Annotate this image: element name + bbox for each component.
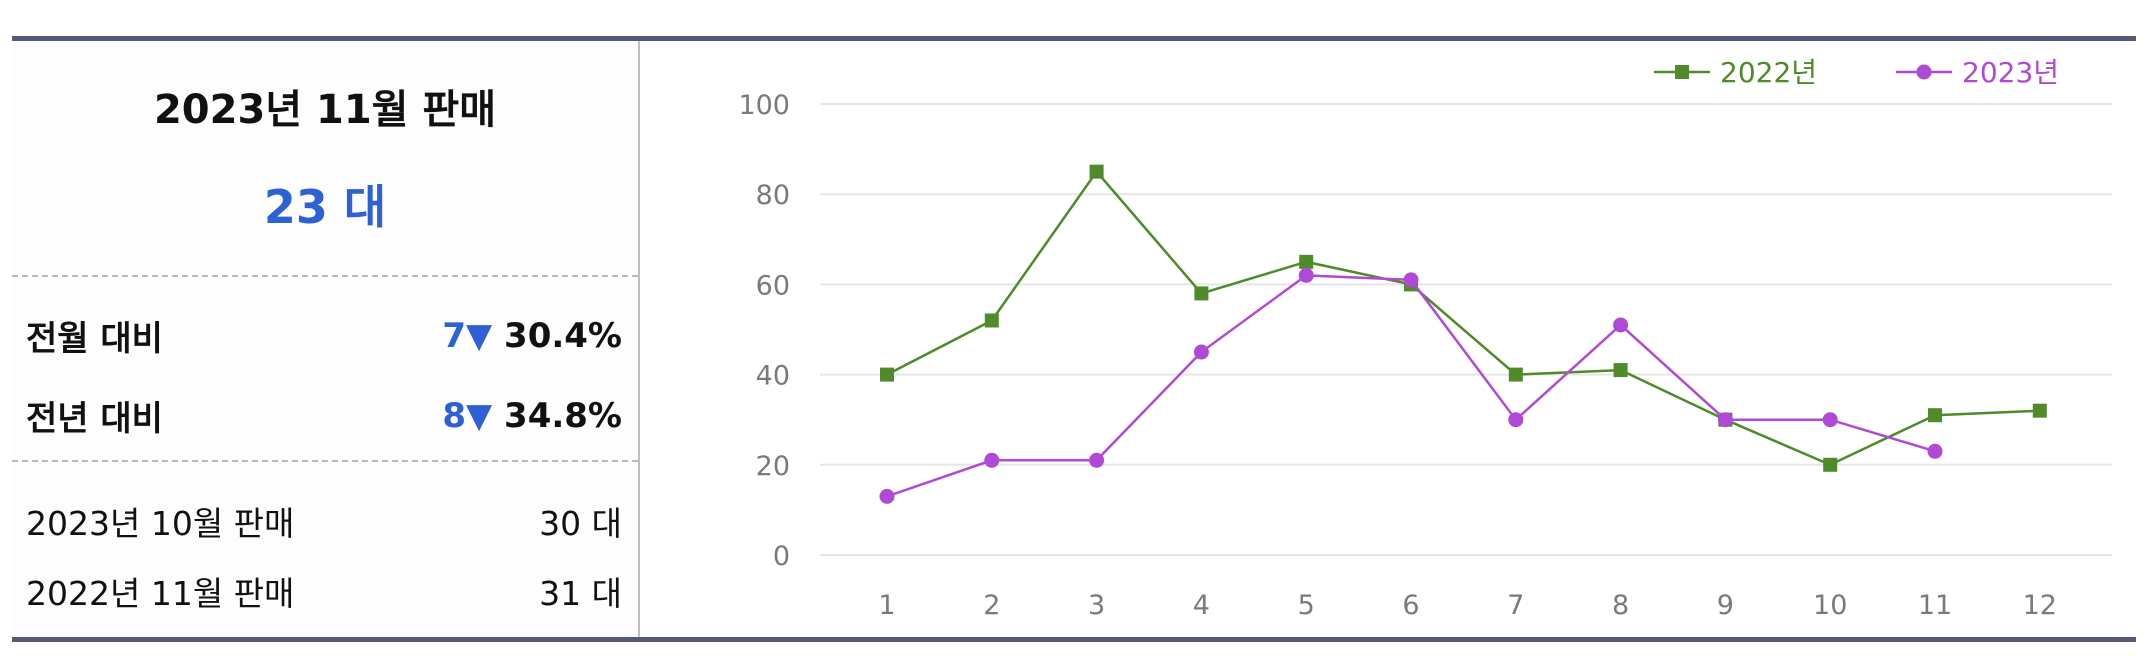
series-line	[886, 274, 1936, 498]
data-point-circle	[879, 488, 895, 504]
x-tick-label: 8	[1612, 590, 1629, 621]
data-point-square	[2032, 403, 2047, 418]
x-tick-label: 12	[2023, 590, 2057, 621]
year-compare-row: 전년 대비 8▼ 34.8%	[26, 391, 622, 440]
legend-label: 2023년	[1962, 56, 2059, 89]
x-tick-label: 3	[1088, 590, 1105, 621]
x-tick-label: 7	[1507, 590, 1524, 621]
prev-year-value: 31 대	[539, 574, 622, 613]
prev-month-row: 2023년 10월 판매 30 대	[26, 497, 622, 545]
data-point-circle	[1089, 452, 1105, 468]
data-point-square	[880, 367, 894, 382]
legend-marker-square	[1675, 65, 1689, 79]
prev-month-label: 2023년 10월 판매	[26, 504, 295, 543]
data-point-square	[1194, 286, 1209, 301]
data-point-circle	[1298, 267, 1314, 283]
data-point-square	[1508, 367, 1523, 382]
data-point-square	[1613, 363, 1628, 378]
month-compare-value: 7▼ 30.4%	[442, 316, 622, 356]
series-line	[886, 169, 2040, 467]
data-point-circle	[984, 452, 1000, 468]
y-tick-label: 60	[756, 270, 790, 301]
divider	[12, 460, 638, 462]
y-tick-label: 20	[756, 451, 790, 482]
y-tick-label: 100	[738, 90, 790, 121]
data-point-circle	[1508, 412, 1524, 428]
x-tick-label: 10	[1813, 590, 1847, 621]
year-compare-value: 8▼ 34.8%	[442, 396, 622, 436]
chart-area: 0 20 40 60 80 100 1 2 3 4 5 6 7 8 9 10 11 12 2022년 2023년	[640, 41, 2136, 637]
year-compare-diff: 8▼	[442, 395, 493, 436]
data-point-circle	[1822, 412, 1838, 428]
month-compare-diff: 7▼	[442, 315, 493, 356]
month-compare-pct: 30.4%	[504, 315, 622, 356]
data-point-circle	[1403, 272, 1419, 288]
x-tick-label: 2	[983, 590, 1000, 621]
data-point-square	[1299, 254, 1314, 269]
year-compare-label: 전년 대비	[26, 399, 163, 439]
summary-panel: 2023년 11월 판매 23 대 전월 대비 7▼ 30.4% 전년 대비 8…	[12, 41, 640, 637]
data-point-square	[1089, 164, 1104, 179]
prev-year-row: 2022년 11월 판매 31 대	[26, 567, 622, 615]
prev-year-label: 2022년 11월 판매	[26, 574, 295, 613]
prev-month-value: 30 대	[539, 504, 622, 543]
legend-marker-circle	[1916, 64, 1932, 80]
x-tick-label: 6	[1402, 590, 1419, 621]
legend-label: 2022년	[1720, 56, 1817, 89]
y-tick-label: 40	[756, 361, 790, 392]
y-tick-label: 0	[773, 541, 790, 572]
x-tick-label: 4	[1193, 590, 1210, 621]
x-tick-label: 5	[1298, 590, 1315, 621]
month-compare-label: 전월 대비	[26, 319, 163, 359]
total-sales: 23 대	[263, 180, 387, 234]
summary-title: 2023년 11월 판매	[153, 87, 497, 133]
x-tick-label: 1	[878, 590, 895, 621]
x-tick-label: 11	[1918, 590, 1952, 621]
year-compare-pct: 34.8%	[504, 395, 622, 436]
x-tick-label: 9	[1717, 590, 1734, 621]
month-compare-row: 전월 대비 7▼ 30.4%	[26, 311, 622, 360]
data-point-square	[1928, 408, 1942, 423]
data-point-square	[984, 313, 999, 328]
y-tick-label: 80	[756, 180, 790, 211]
data-point-circle	[1927, 443, 1943, 459]
data-point-circle	[1193, 344, 1209, 360]
data-point-circle	[1717, 412, 1733, 428]
data-point-square	[1823, 457, 1838, 472]
sales-panel: 2023년 11월 판매 23 대 전월 대비 7▼ 30.4% 전년 대비 8…	[12, 36, 2136, 642]
data-point-circle	[1613, 317, 1629, 333]
divider	[12, 275, 638, 277]
